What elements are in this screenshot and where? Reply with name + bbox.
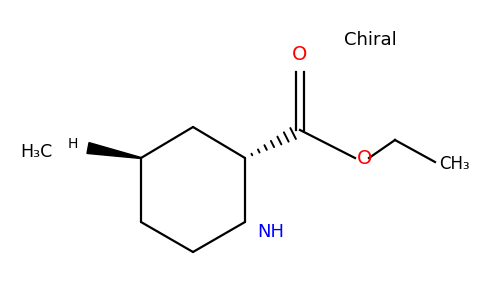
Text: Chiral: Chiral xyxy=(344,31,396,49)
Text: H₃C: H₃C xyxy=(21,143,53,161)
Text: CH₃: CH₃ xyxy=(439,155,469,173)
Polygon shape xyxy=(87,142,141,158)
Text: NH: NH xyxy=(257,223,284,241)
Text: O: O xyxy=(292,45,308,64)
Text: O: O xyxy=(357,148,372,167)
Text: H: H xyxy=(68,137,78,151)
